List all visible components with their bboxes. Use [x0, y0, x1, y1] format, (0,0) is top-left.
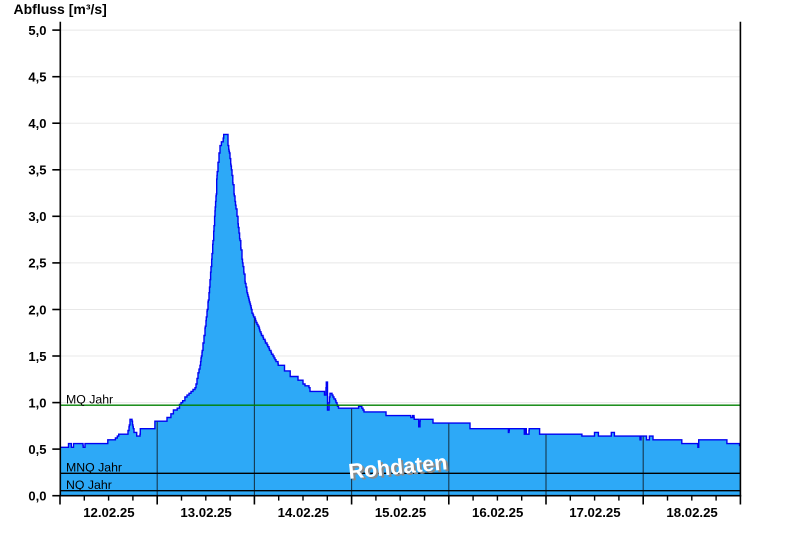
svg-text:4,5: 4,5: [28, 70, 46, 85]
svg-text:4,0: 4,0: [28, 116, 46, 131]
svg-text:17.02.25: 17.02.25: [569, 505, 620, 520]
svg-text:0,5: 0,5: [28, 442, 46, 457]
svg-text:5,0: 5,0: [28, 23, 46, 38]
svg-text:2,5: 2,5: [28, 256, 46, 271]
svg-text:1,0: 1,0: [28, 395, 46, 410]
svg-text:3,5: 3,5: [28, 163, 46, 178]
svg-text:15.02.25: 15.02.25: [375, 505, 426, 520]
svg-text:12.02.25: 12.02.25: [83, 505, 134, 520]
svg-text:NQ Jahr: NQ Jahr: [66, 478, 112, 492]
svg-text:16.02.25: 16.02.25: [472, 505, 523, 520]
svg-text:18.02.25: 18.02.25: [666, 505, 717, 520]
svg-text:0,0: 0,0: [28, 489, 46, 504]
svg-text:14.02.25: 14.02.25: [278, 505, 329, 520]
svg-text:Abfluss [m³/s]: Abfluss [m³/s]: [14, 1, 107, 17]
svg-text:2,0: 2,0: [28, 302, 46, 317]
svg-text:3,0: 3,0: [28, 209, 46, 224]
svg-text:MNQ Jahr: MNQ Jahr: [66, 461, 122, 475]
svg-text:MQ Jahr: MQ Jahr: [66, 392, 113, 406]
svg-text:13.02.25: 13.02.25: [180, 505, 231, 520]
svg-text:1,5: 1,5: [28, 349, 46, 364]
